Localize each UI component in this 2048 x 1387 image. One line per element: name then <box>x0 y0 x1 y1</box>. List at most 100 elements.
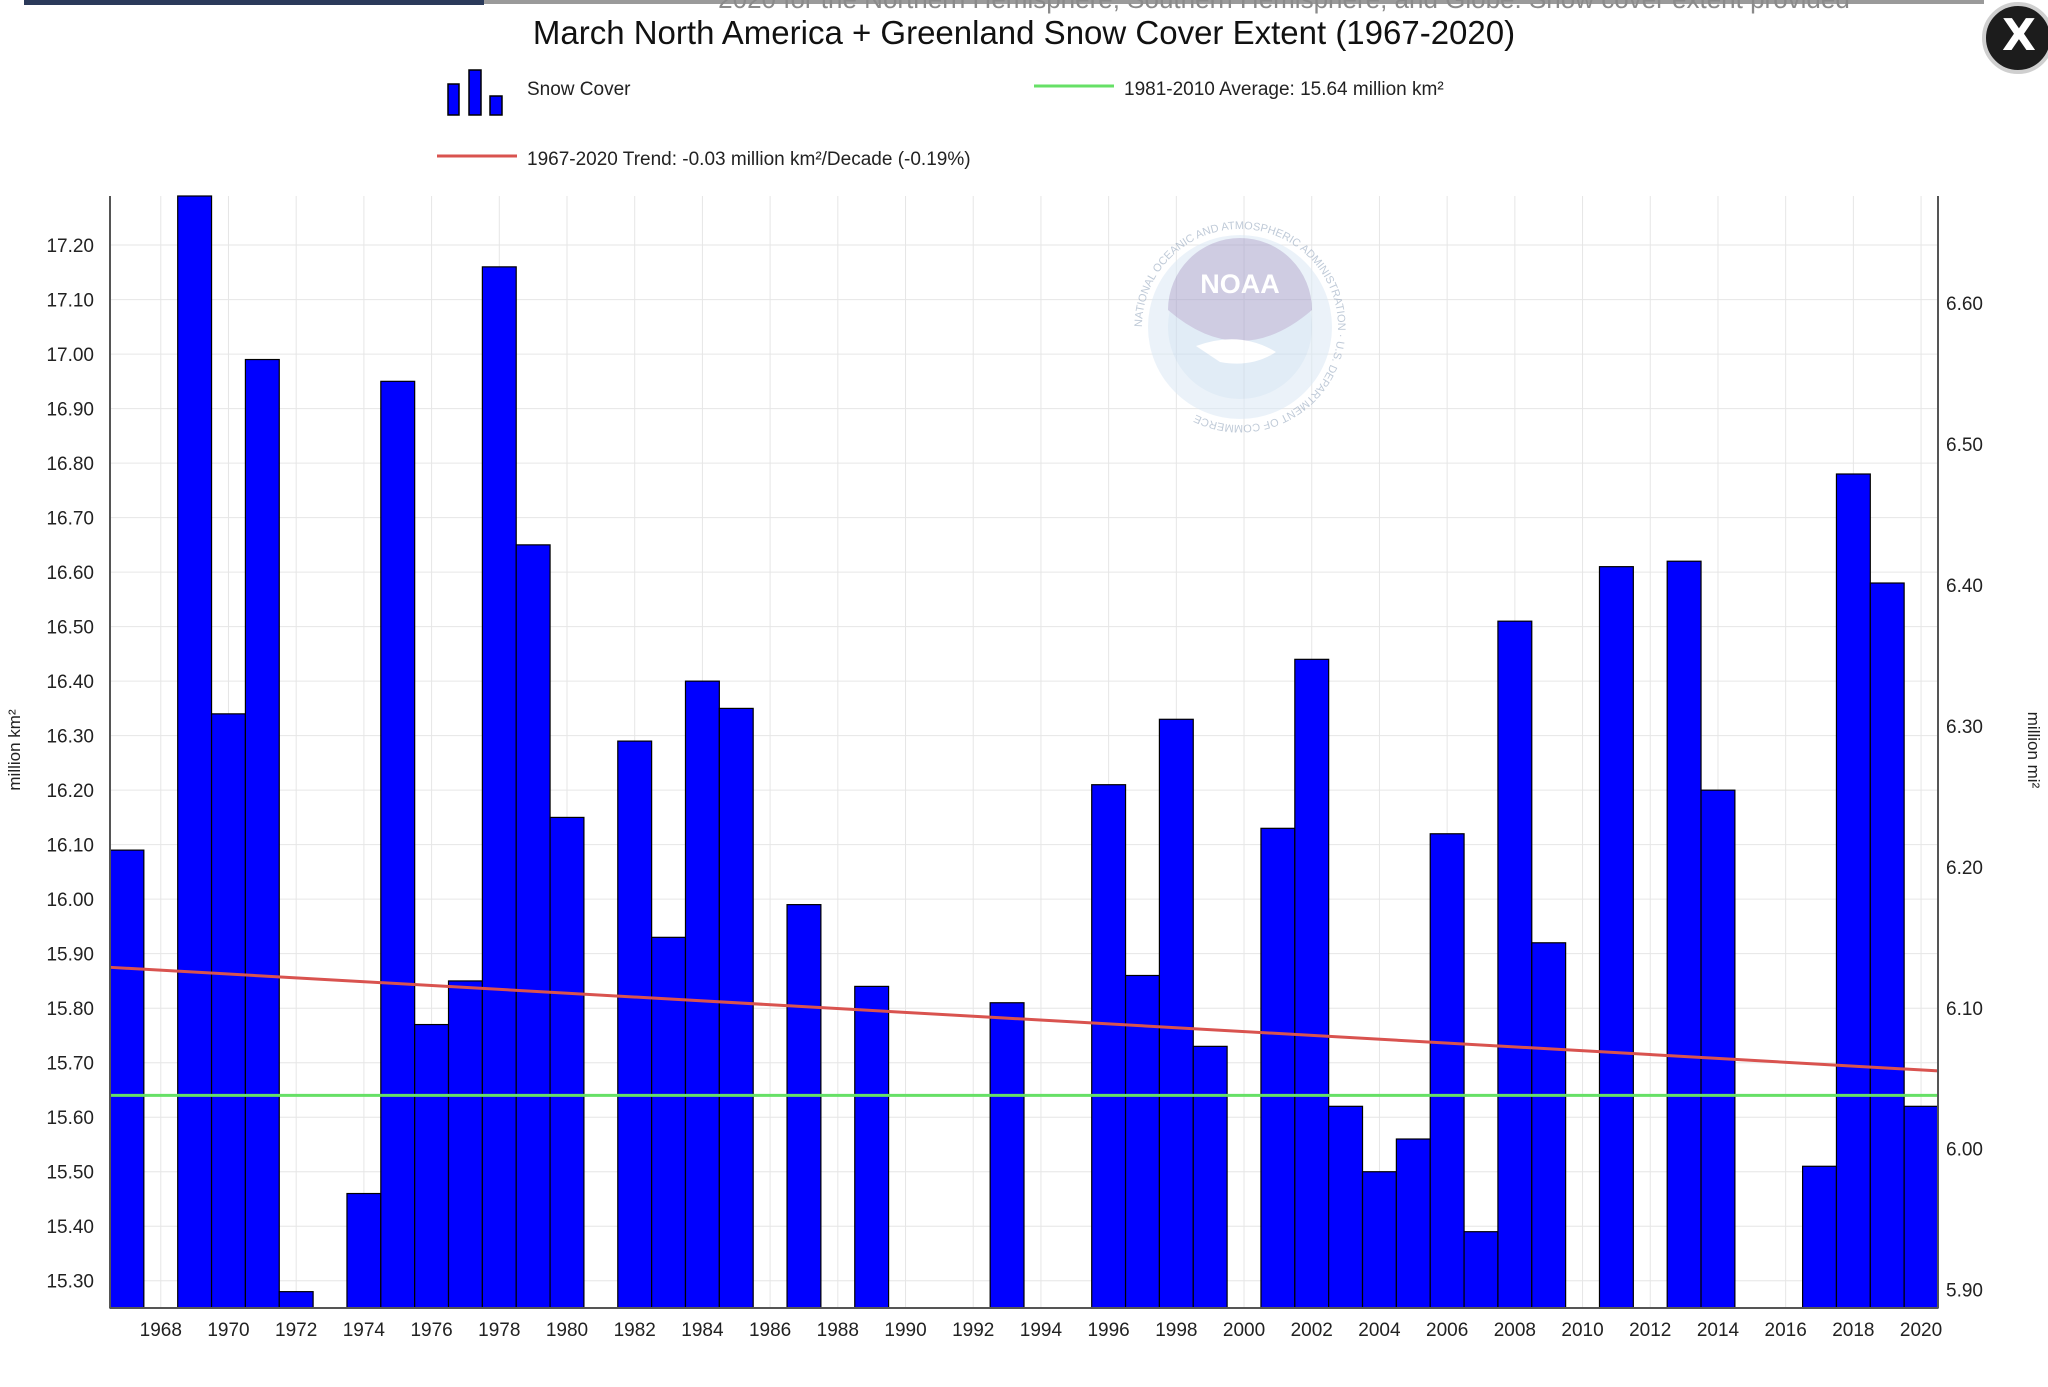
bar-2020 <box>1903 1105 1939 1309</box>
x-tick-label: 1978 <box>478 1320 520 1341</box>
y-tick-label: 16.50 <box>46 618 94 639</box>
x-tick-label: 2014 <box>1697 1320 1740 1341</box>
top-edge-bar <box>0 0 2048 8</box>
bar-1989 <box>854 985 890 1309</box>
x-tick-label: 2002 <box>1291 1320 1333 1341</box>
y-tick-label: 16.30 <box>46 727 94 748</box>
chart-title: March North America + Greenland Snow Cov… <box>533 14 1515 51</box>
x-tick-label: 2016 <box>1765 1320 1807 1341</box>
bar-2005 <box>1395 1138 1431 1309</box>
bar-1980 <box>549 816 585 1309</box>
chart-axes <box>109 196 1939 1309</box>
x-tick-label: 1998 <box>1155 1320 1197 1341</box>
bar-1978 <box>481 266 517 1309</box>
x-tick-label: 1992 <box>952 1320 994 1341</box>
bar-2006 <box>1429 833 1465 1309</box>
y-tick-label: 17.10 <box>46 291 94 312</box>
x-tick-label: 1988 <box>817 1320 859 1341</box>
x-tick-label: 1996 <box>1087 1320 1129 1341</box>
x-axis-ticks: 1968 1970 1972 1974 1976 1978 1980 1982 1984 1986… <box>140 1320 1943 1341</box>
bar-2003 <box>1328 1105 1364 1309</box>
y-tick-label: 16.60 <box>46 563 94 584</box>
y-tick-label: 15.90 <box>46 945 94 966</box>
bar-2017 <box>1801 1165 1838 1309</box>
bar-2004 <box>1361 1171 1397 1309</box>
y2-axis-label: million mi² <box>2024 712 2043 789</box>
y-tick-label: 16.10 <box>46 836 94 857</box>
y-tick-label: 16.00 <box>46 890 94 911</box>
y2-tick-label: 6.50 <box>1946 435 1983 456</box>
top-edge-rule <box>484 0 1984 4</box>
bar-1987 <box>786 904 822 1309</box>
y2-tick-label: 6.40 <box>1946 576 1983 597</box>
bar-2009 <box>1531 942 1567 1309</box>
bar-1975 <box>380 380 416 1309</box>
bar-1999 <box>1192 1045 1228 1309</box>
x-tick-label: 1990 <box>884 1320 926 1341</box>
bar-1969 <box>177 195 213 1309</box>
bar-2008 <box>1497 620 1533 1309</box>
bar-2018 <box>1835 473 1871 1309</box>
bar-2007 <box>1463 1231 1499 1309</box>
x-tick-label: 2008 <box>1494 1320 1536 1341</box>
bar-1972 <box>278 1291 314 1309</box>
x-tick-label: 1972 <box>275 1320 317 1341</box>
bar-1974 <box>346 1192 382 1309</box>
y2-tick-label: 6.30 <box>1946 717 1983 738</box>
y-tick-label: 17.00 <box>46 345 94 366</box>
noaa-logo-text: NOAA <box>1200 269 1280 299</box>
bar-2002 <box>1294 658 1330 1309</box>
y-tick-label: 15.30 <box>46 1272 94 1293</box>
bar-1976 <box>414 1023 450 1309</box>
y-tick-label: 15.40 <box>46 1217 94 1238</box>
bar-1982 <box>617 740 653 1309</box>
x-tick-label: 1968 <box>140 1320 182 1341</box>
bar-1970 <box>210 713 247 1309</box>
x-tick-label: 1970 <box>207 1320 249 1341</box>
legend-bar-swatch <box>447 69 503 116</box>
x-tick-label: 1982 <box>614 1320 656 1341</box>
close-button-circle <box>1982 2 2048 74</box>
y-tick-label: 16.90 <box>46 400 94 421</box>
noaa-logo-upper <box>1168 238 1312 341</box>
y-tick-label: 15.60 <box>46 1108 94 1129</box>
bar-2011 <box>1598 566 1634 1309</box>
x-tick-label: 1984 <box>681 1320 724 1341</box>
x-tick-label: 1986 <box>749 1320 791 1341</box>
y-axis-label: million km² <box>5 709 24 791</box>
x-tick-label: 1980 <box>546 1320 588 1341</box>
y-tick-label: 16.80 <box>46 454 94 475</box>
x-tick-label: 1974 <box>343 1320 386 1341</box>
bar-1979 <box>515 544 551 1309</box>
bar-2019 <box>1869 582 1905 1309</box>
y2-tick-label: 6.60 <box>1946 294 1983 315</box>
close-icon: X <box>2002 10 2036 61</box>
legend-average-label: 1981-2010 Average: 15.64 million km² <box>1124 79 1444 100</box>
bar-1985 <box>718 707 754 1309</box>
trend-line <box>109 965 1939 1073</box>
legend-trend-label: 1967-2020 Trend: -0.03 million km²/Decad… <box>527 149 971 170</box>
x-tick-label: 2020 <box>1900 1320 1942 1341</box>
y2-tick-label: 6.20 <box>1946 858 1983 879</box>
bar-2001 <box>1260 827 1296 1309</box>
bar-1998 <box>1158 718 1194 1309</box>
bar-1967 <box>109 849 145 1309</box>
y2-tick-label: 6.00 <box>1946 1140 1983 1161</box>
y-tick-label: 16.20 <box>46 781 94 802</box>
x-tick-label: 2012 <box>1629 1320 1671 1341</box>
bar-1984 <box>684 680 720 1309</box>
y-tick-label: 17.20 <box>46 236 94 257</box>
close-button[interactable]: X <box>1982 0 2048 74</box>
y-tick-label: 16.70 <box>46 509 94 530</box>
x-tick-label: 1994 <box>1020 1320 1063 1341</box>
bar-series <box>109 195 1939 1309</box>
y-tick-label: 15.80 <box>46 999 94 1020</box>
page-caption-overflow: 2020 for the Northern Hemisphere, Southe… <box>718 0 1850 14</box>
y2-tick-label: 5.90 <box>1946 1281 1983 1302</box>
x-tick-label: 2004 <box>1358 1320 1401 1341</box>
y-tick-label: 15.70 <box>46 1054 94 1075</box>
y-axis-ticks: 15.30 15.40 15.50 15.60 15.70 15.80 15.90 16.00… <box>46 236 94 1293</box>
bar-1983 <box>651 936 687 1309</box>
legend-snow-cover-label: Snow Cover <box>527 79 631 100</box>
noaa-logo-bird <box>1196 339 1276 364</box>
